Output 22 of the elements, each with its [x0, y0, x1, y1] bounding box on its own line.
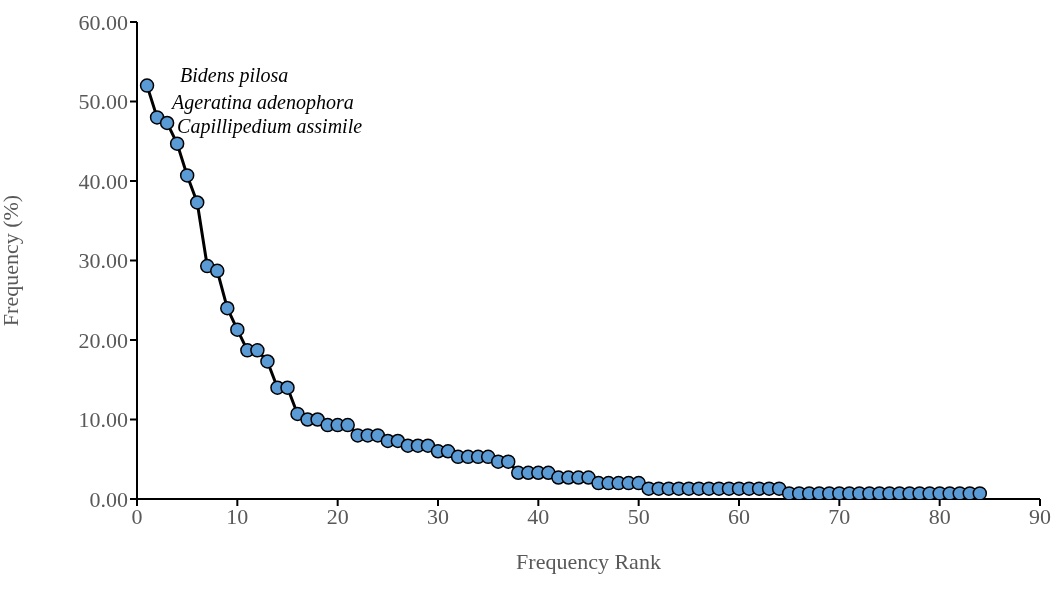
x-tick-label: 90 — [1029, 503, 1051, 529]
x-axis-title: Frequency Rank — [516, 549, 661, 574]
y-tick-label: 10.00 — [78, 407, 128, 433]
annotation: Bidens pilosa — [180, 63, 289, 87]
annotation: Capillipedium assimile — [177, 114, 363, 138]
y-tick-label: 30.00 — [78, 248, 128, 274]
y-axis-title: Frequency (%) — [0, 194, 23, 327]
x-tick-label: 70 — [828, 503, 851, 529]
annotation: Ageratina adenophora — [170, 91, 354, 115]
x-tick-label: 80 — [928, 503, 951, 529]
x-tick-label: 30 — [427, 503, 449, 529]
x-tick-label: 0 — [131, 503, 143, 529]
y-tick-label: 50.00 — [78, 89, 128, 115]
x-tick-label: 20 — [326, 503, 349, 529]
x-tick-label: 10 — [226, 503, 249, 529]
x-tick-label: 40 — [527, 503, 550, 529]
y-tick-label: 0.00 — [89, 486, 128, 512]
x-tick-label: 50 — [627, 503, 650, 529]
x-tick-label: 60 — [728, 503, 750, 529]
y-tick-label: 60.00 — [78, 9, 128, 35]
y-tick-label: 40.00 — [78, 168, 128, 194]
y-tick-label: 20.00 — [78, 327, 128, 353]
